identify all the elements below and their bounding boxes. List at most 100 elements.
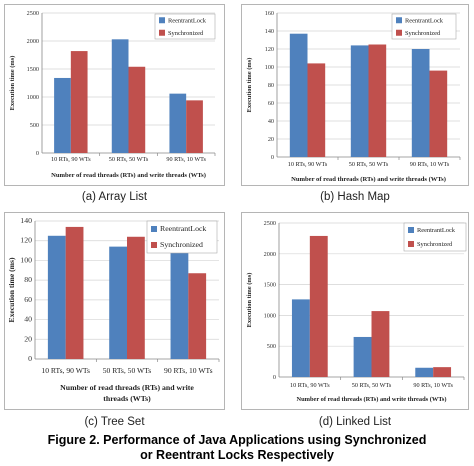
legend-swatch-synchronized bbox=[408, 241, 414, 247]
legend-swatch-reentrantlock bbox=[396, 17, 402, 24]
y-axis-label: Execution time (ms) bbox=[246, 273, 253, 328]
legend-label-synchronized: Synchronized bbox=[405, 30, 441, 37]
y-tick-label: 120 bbox=[20, 236, 32, 245]
bar-synchronized bbox=[309, 235, 328, 377]
legend-box bbox=[146, 220, 218, 254]
bar-synchronized bbox=[65, 226, 84, 359]
x-tick-label: 90 RTs, 10 WTs bbox=[413, 382, 453, 389]
x-axis-label: Number of read threads (RTs) and write t… bbox=[291, 176, 446, 183]
y-tick-label: 100 bbox=[20, 255, 32, 264]
legend-label-reentrantlock: ReentrantLock bbox=[160, 224, 206, 233]
y-tick-label: 20 bbox=[268, 136, 274, 143]
subplot-caption-array-list: (a) Array List bbox=[81, 191, 148, 203]
chart-panel-array-list: 0 500 1000 1500 2000 2500 10 RTs, 90 WTs 50 RTs… bbox=[4, 4, 225, 186]
x-tick-label: 90 RTs, 10 WTs bbox=[166, 156, 206, 163]
legend-swatch-synchronized bbox=[151, 242, 157, 248]
y-tick-label: 2500 bbox=[27, 10, 39, 17]
legend-swatch-reentrantlock bbox=[151, 226, 157, 232]
bar-synchronized bbox=[128, 66, 146, 153]
x-tick-label: 50 RTs, 50 WTs bbox=[103, 366, 152, 375]
bar-reentrantlock bbox=[109, 246, 127, 359]
chart-hash-map: 0 20 40 60 80 100 120 140 160 10 RTs, 90 WTs 50 RT… bbox=[246, 10, 461, 183]
legend-label-reentrantlock: ReentrantLock bbox=[417, 227, 456, 234]
y-axis-label: Execution time (ms) bbox=[7, 257, 16, 322]
bar-synchronized bbox=[433, 367, 452, 377]
chart-tree-set: 0 20 40 60 80 100 120 140 10 RTs, 90 WTs 50 RTs, … bbox=[7, 216, 220, 403]
y-tick-label: 140 bbox=[20, 216, 32, 225]
x-tick-label: 50 RTs, 50 WTs bbox=[109, 156, 149, 163]
y-tick-label: 1000 bbox=[264, 312, 276, 319]
bar-synchronized bbox=[307, 63, 326, 157]
subplot-caption-tree-set: (c) Tree Set bbox=[84, 416, 145, 428]
bar-reentrantlock bbox=[411, 49, 430, 157]
subplot-caption-linked-list: (d) Linked List bbox=[318, 416, 392, 428]
legend-swatch-synchronized bbox=[159, 29, 165, 36]
x-tick-label: 50 RTs, 50 WTs bbox=[352, 382, 392, 389]
bar-reentrantlock bbox=[291, 299, 310, 377]
legend-label-synchronized: Synchronized bbox=[160, 240, 203, 249]
legend-box bbox=[403, 222, 467, 252]
y-tick-label: 160 bbox=[265, 10, 274, 17]
figure-caption: Figure 2. Performance of Java Applicatio… bbox=[0, 433, 474, 463]
bar-reentrantlock bbox=[353, 336, 372, 377]
subplot-caption-hash-map: (b) Hash Map bbox=[320, 191, 390, 203]
x-tick-label: 10 RTs, 90 WTs bbox=[51, 156, 91, 163]
bar-reentrantlock bbox=[169, 93, 187, 153]
bar-reentrantlock bbox=[47, 235, 66, 359]
y-tick-label: 40 bbox=[268, 118, 274, 125]
bar-reentrantlock bbox=[415, 367, 434, 377]
y-tick-label: 1500 bbox=[264, 282, 276, 289]
legend-label-synchronized: Synchronized bbox=[417, 241, 453, 248]
bar-reentrantlock bbox=[54, 77, 71, 153]
y-tick-label: 0 bbox=[273, 374, 276, 381]
y-tick-label: 500 bbox=[267, 343, 276, 350]
figure-caption-line-1: Figure 2. Performance of Java Applicatio… bbox=[47, 433, 427, 447]
legend-swatch-reentrantlock bbox=[159, 17, 165, 24]
x-tick-label: 50 RTs, 50 WTs bbox=[349, 161, 389, 168]
bar-synchronized bbox=[186, 100, 203, 153]
y-tick-label: 0 bbox=[36, 150, 39, 157]
x-tick-label: 90 RTs, 10 WTs bbox=[410, 161, 450, 168]
legend-swatch-synchronized bbox=[396, 29, 402, 36]
y-tick-label: 140 bbox=[265, 28, 274, 35]
chart-panel-linked-list: 0 500 1000 1500 2000 2500 10 RTs, 90 WTs 50 RTs… bbox=[241, 212, 469, 410]
bar-synchronized bbox=[429, 70, 448, 157]
y-tick-label: 60 bbox=[268, 100, 274, 107]
figure-caption-line-2: or Reentrant Locks Respectively bbox=[140, 448, 334, 462]
x-tick-label: 10 RTs, 90 WTs bbox=[41, 366, 90, 375]
legend-label-synchronized: Synchronized bbox=[168, 30, 204, 37]
y-tick-label: 100 bbox=[265, 64, 274, 71]
y-tick-label: 1000 bbox=[27, 94, 39, 101]
y-tick-label: 0 bbox=[28, 354, 32, 363]
x-axis-label: Number of read threads (RTs) and write t… bbox=[296, 396, 446, 403]
y-tick-label: 20 bbox=[24, 334, 32, 343]
chart-array-list: 0 500 1000 1500 2000 2500 10 RTs, 90 WTs 50 RTs… bbox=[9, 10, 216, 179]
x-axis-label: Number of read threads (RTs) and write t… bbox=[51, 172, 206, 179]
y-tick-label: 120 bbox=[265, 46, 274, 53]
y-tick-label: 80 bbox=[24, 275, 32, 284]
legend-box bbox=[391, 13, 457, 40]
legend-swatch-reentrantlock bbox=[408, 227, 414, 233]
x-axis-label: Number of read threads (RTs) and write bbox=[60, 383, 194, 392]
bar-reentrantlock bbox=[170, 247, 189, 359]
chart-panel-tree-set: 0 20 40 60 80 100 120 140 10 RTs, 90 WTs 50 RTs, … bbox=[4, 212, 225, 410]
x-tick-label: 10 RTs, 90 WTs bbox=[290, 382, 330, 389]
chart-linked-list: 0 500 1000 1500 2000 2500 10 RTs, 90 WTs 50 RTs… bbox=[246, 220, 467, 403]
y-axis-label: Execution time (ms) bbox=[246, 58, 253, 113]
y-tick-label: 40 bbox=[24, 315, 32, 324]
y-tick-label: 2000 bbox=[264, 251, 276, 258]
legend-label-reentrantlock: ReentrantLock bbox=[168, 17, 207, 24]
y-axis-label: Execution time (ms) bbox=[9, 56, 16, 111]
x-tick-label: 10 RTs, 90 WTs bbox=[288, 161, 328, 168]
x-axis-label: threads (WTs) bbox=[103, 394, 151, 403]
bar-synchronized bbox=[371, 311, 390, 377]
y-tick-label: 60 bbox=[24, 295, 32, 304]
y-tick-label: 500 bbox=[30, 122, 39, 129]
chart-panel-hash-map: 0 20 40 60 80 100 120 140 160 10 RTs, 90 WTs 50 RT… bbox=[241, 4, 469, 186]
bar-synchronized bbox=[70, 51, 88, 153]
y-tick-label: 1500 bbox=[27, 66, 39, 73]
legend-label-reentrantlock: ReentrantLock bbox=[405, 17, 444, 24]
bar-synchronized bbox=[188, 273, 207, 359]
y-tick-label: 2000 bbox=[27, 38, 39, 45]
y-tick-label: 2500 bbox=[264, 220, 276, 227]
